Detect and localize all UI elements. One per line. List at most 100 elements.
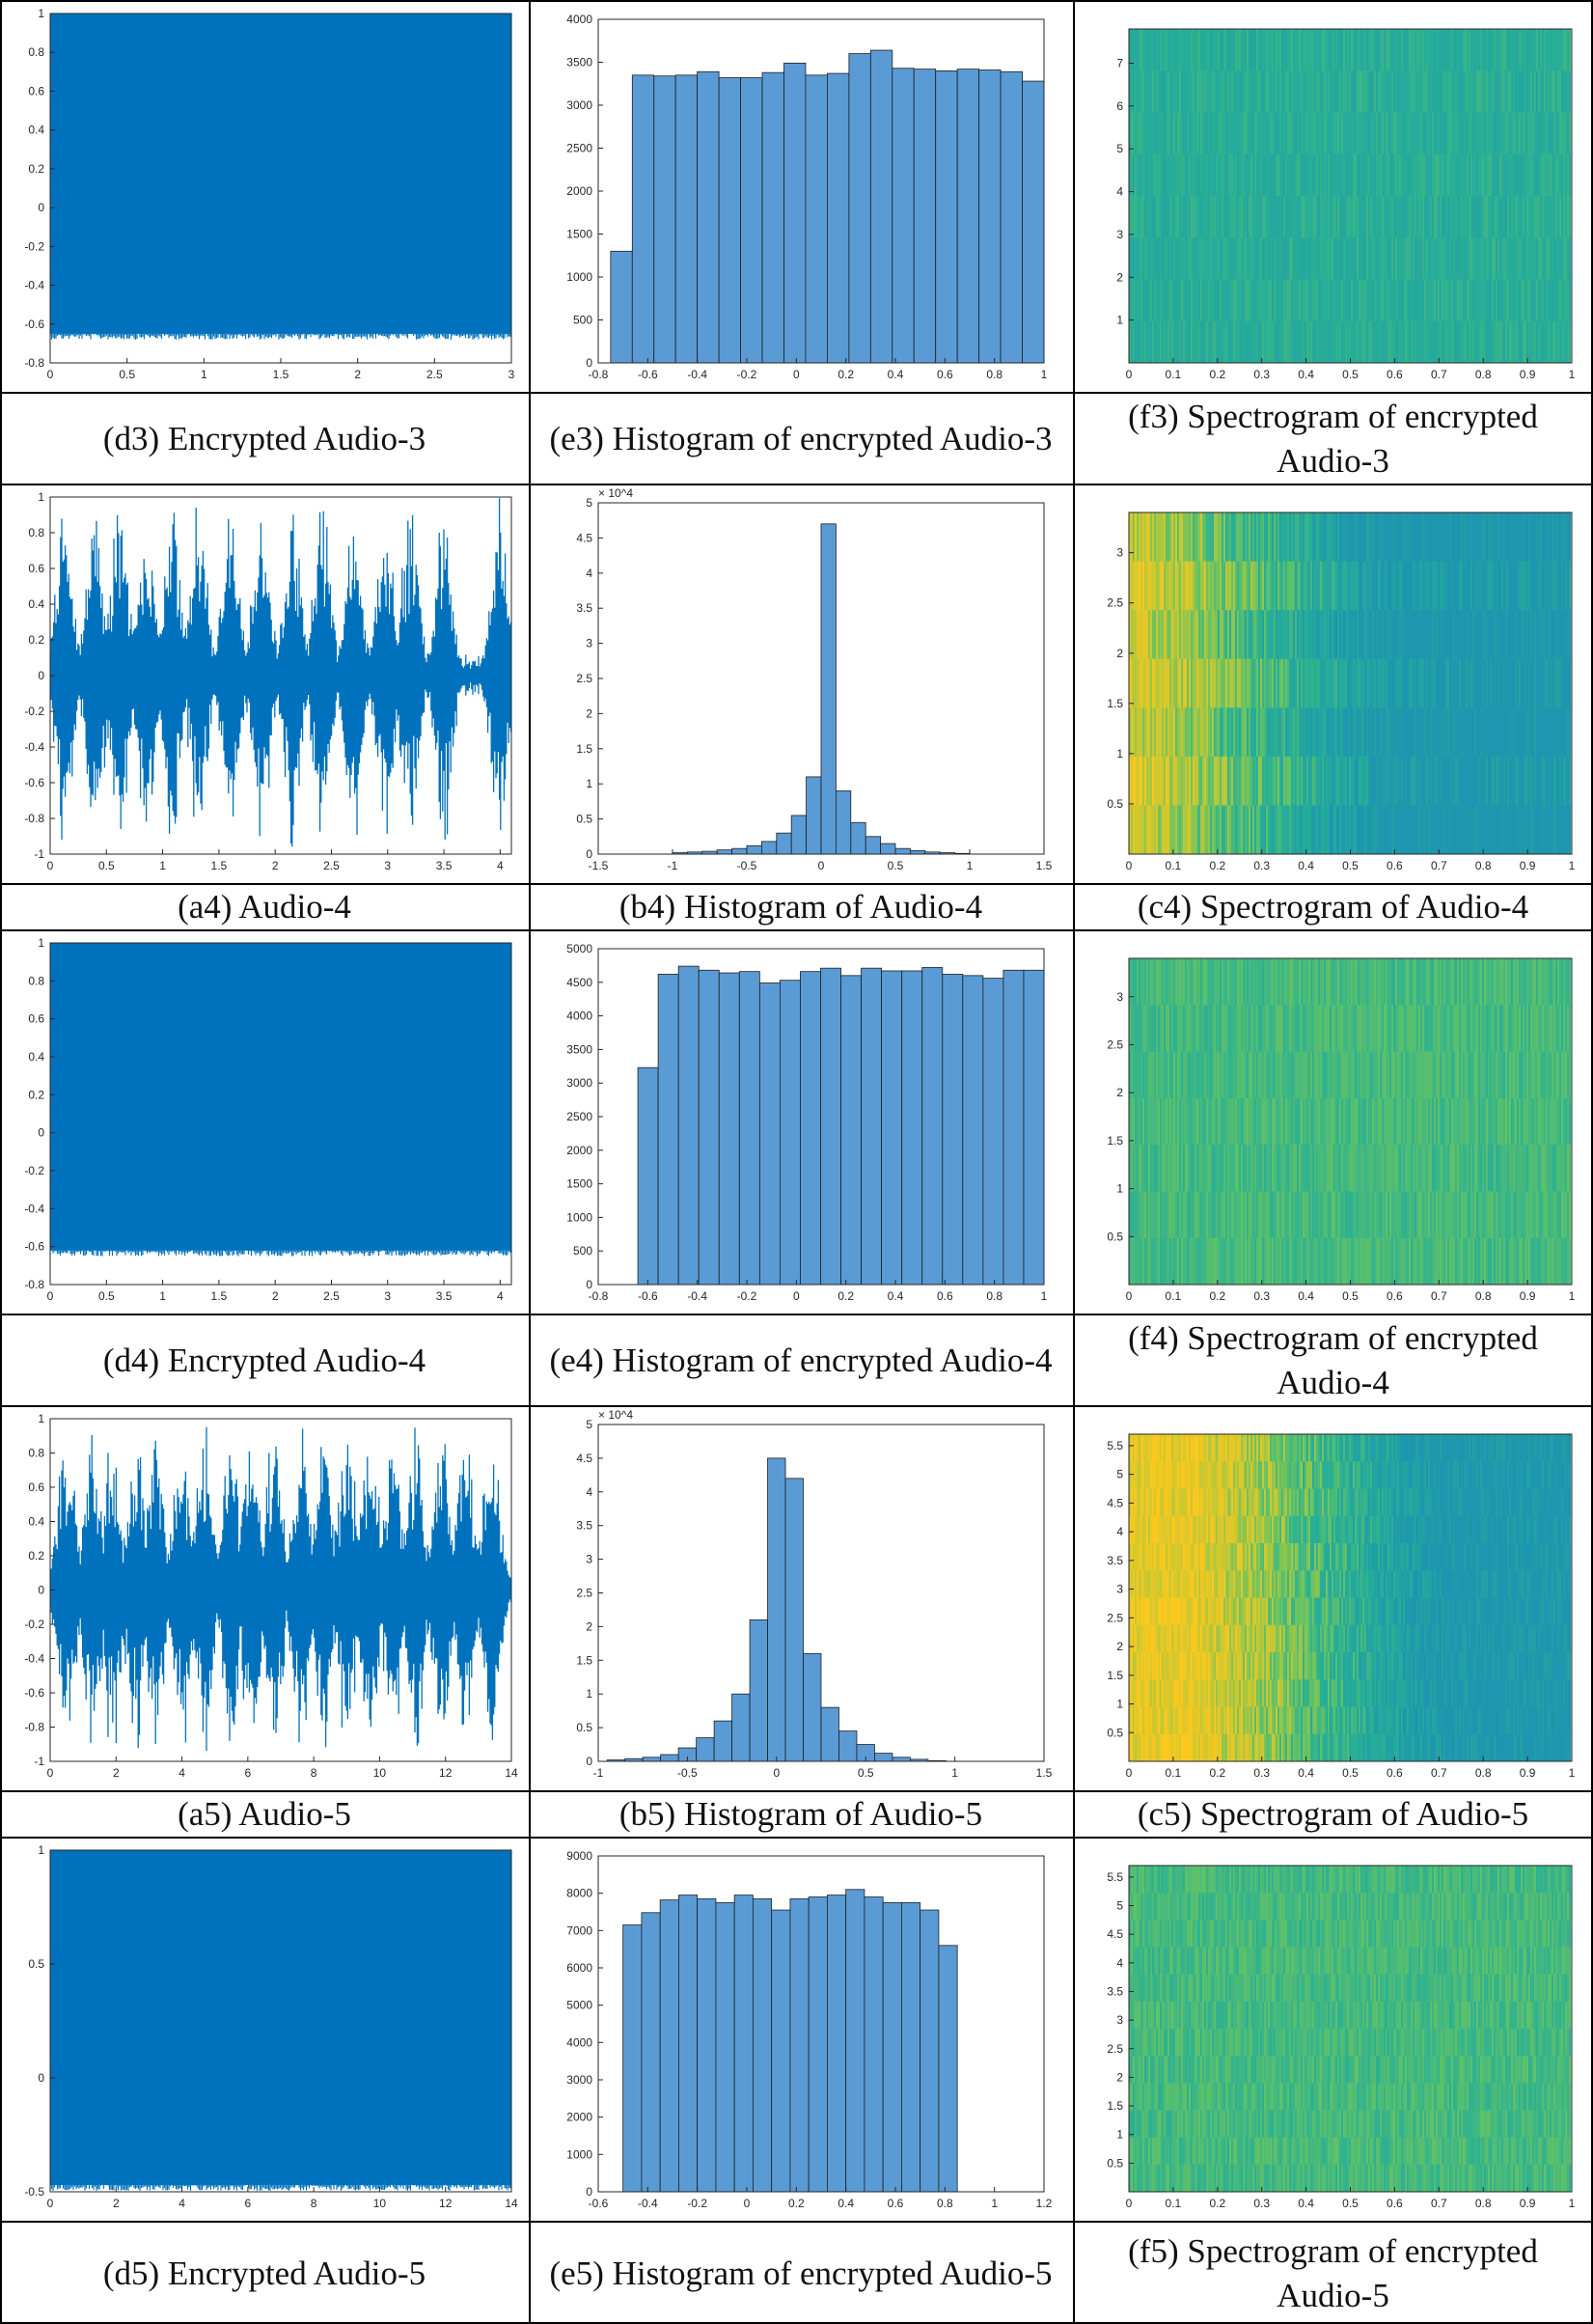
spectrogram-cell <box>1428 237 1431 280</box>
spectrogram-cell <box>1330 561 1332 611</box>
spectrogram-cell <box>1250 29 1253 71</box>
spectrogram-cell <box>1530 70 1533 113</box>
spectrogram-cell <box>1140 707 1143 758</box>
spectrogram-cell <box>1337 237 1340 280</box>
spectrogram-cell <box>1245 805 1248 854</box>
spectrogram-cell <box>1231 610 1234 660</box>
spectrogram-cell <box>1193 196 1195 238</box>
spectrogram-cell <box>1459 70 1462 113</box>
spectrogram-cell <box>1513 237 1516 280</box>
spectrogram-cell <box>1399 610 1402 660</box>
spectrogram-cell <box>1210 1097 1213 1146</box>
spectrogram-cell <box>1187 756 1190 806</box>
spectrogram-cell <box>1505 707 1508 758</box>
spectrogram-cell <box>1357 1097 1360 1146</box>
spectrogram-cell <box>1484 958 1487 1006</box>
spectrogram-cell <box>1254 805 1257 854</box>
spectrogram-cell <box>1274 1051 1277 1099</box>
y-tick-label: 1 <box>1116 747 1123 761</box>
spectrogram-cell <box>1295 561 1298 611</box>
spectrogram-cell <box>1337 196 1340 238</box>
spectrogram-cell <box>1212 561 1215 611</box>
spectrogram-cell <box>1160 112 1163 155</box>
spectrogram-cell <box>1372 561 1375 611</box>
spectrogram-cell <box>1393 1145 1396 1192</box>
spectrogram-cell <box>1569 237 1572 280</box>
spectrogram-cell <box>1416 70 1419 113</box>
spectrogram-cell <box>1494 320 1497 363</box>
spectrogram-cell <box>1264 805 1267 854</box>
spectrogram-cell <box>1459 756 1462 806</box>
spectrogram-cell <box>1312 1005 1315 1053</box>
spectrogram-cell <box>1187 610 1190 660</box>
spectrogram-cell <box>1465 1051 1468 1099</box>
spectrogram-cell <box>1225 1191 1228 1239</box>
spectrogram-cell <box>1291 1237 1294 1285</box>
spectrogram-cell <box>1206 658 1209 708</box>
spectrogram-cell <box>1152 70 1155 113</box>
x-tick-label: 0.8 <box>1475 859 1492 872</box>
spectrogram-cell <box>1139 1051 1141 1099</box>
spectrogram-cell <box>1401 279 1404 322</box>
spectrogram-cell <box>1249 707 1251 758</box>
spectrogram-cell <box>1513 756 1516 806</box>
spectrogram-cell <box>1557 320 1560 363</box>
spectrogram-cell <box>1401 658 1404 708</box>
spectrogram-cell <box>1505 320 1508 363</box>
spectrogram-cell <box>1436 610 1439 660</box>
spectrogram-cell <box>1270 1191 1273 1239</box>
spectrogram-cell <box>1372 1237 1375 1285</box>
spectrogram-cell <box>1183 958 1186 1006</box>
spectrogram-cell <box>1283 320 1286 363</box>
spectrogram-cell <box>1442 112 1444 155</box>
spectrogram-cell <box>1183 196 1186 238</box>
spectrogram-cell <box>1212 279 1215 322</box>
spectrogram-cell <box>1148 756 1151 806</box>
spectrogram-cell <box>1366 610 1369 660</box>
spectrogram-cell <box>1260 561 1263 611</box>
spectrogram-cell <box>1555 29 1558 71</box>
spectrogram-cell <box>1413 1237 1415 1285</box>
spectrogram-cell <box>1555 196 1558 238</box>
spectrogram-cell <box>1295 237 1298 280</box>
spectrogram-cell <box>1389 1005 1392 1053</box>
spectrogram-cell <box>1387 1191 1390 1239</box>
spectrogram-cell <box>1463 958 1466 1006</box>
spectrogram-cell <box>1303 958 1305 1006</box>
y-tick-label: 3 <box>1116 546 1123 560</box>
spectrogram-cell <box>1443 1145 1446 1192</box>
spectrogram-cell <box>1166 153 1168 197</box>
spectrogram-cell <box>1156 1191 1159 1239</box>
spectrogram-cell <box>1148 1097 1151 1146</box>
spectrogram-cell <box>1351 805 1354 854</box>
spectrogram-cell <box>1548 512 1551 563</box>
spectrogram-cell <box>1455 756 1458 806</box>
spectrogram-cell <box>1507 320 1510 363</box>
spectrogram-cell <box>1359 29 1361 71</box>
spectrogram-cell <box>1476 658 1479 708</box>
spectrogram-cell <box>1345 610 1348 660</box>
spectrogram-cell <box>1144 561 1147 611</box>
spectrogram-cell <box>1169 958 1172 1006</box>
spectrogram-cell <box>1364 512 1367 563</box>
spectrogram-cell <box>1393 1097 1396 1146</box>
spectrogram-cell <box>1511 805 1514 854</box>
spectrogram-cell <box>1260 237 1263 280</box>
spectrogram-cell <box>1164 610 1167 660</box>
spectrogram-cell <box>1436 1237 1439 1285</box>
spectrogram-cell <box>1256 561 1259 611</box>
spectrogram-cell <box>1476 1191 1479 1239</box>
spectrogram-cell <box>1252 70 1255 113</box>
spectrogram-cell <box>1204 320 1207 363</box>
spectrogram-cell <box>1436 658 1439 708</box>
spectrogram-cell <box>1519 707 1522 758</box>
spectrogram-cell <box>1548 279 1551 322</box>
spectrogram-cell <box>1287 1145 1290 1192</box>
spectrogram-cell <box>1521 707 1524 758</box>
spectrogram-cell <box>1306 1145 1309 1192</box>
spectrogram-cell <box>1231 756 1234 806</box>
spectrogram-cell <box>1503 756 1506 806</box>
spectrogram-cell <box>1449 1097 1452 1146</box>
spectrogram-cell <box>1137 561 1140 611</box>
spectrogram-cell <box>1166 237 1168 280</box>
